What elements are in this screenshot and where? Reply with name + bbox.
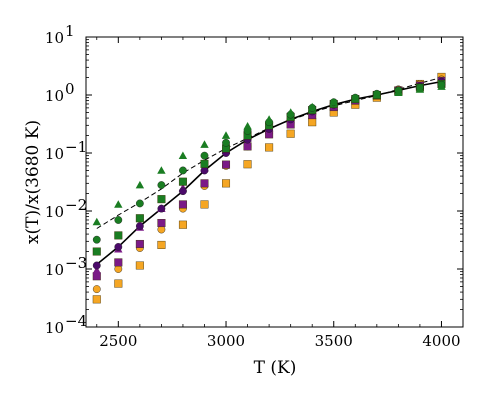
point-triangle-3-0 — [92, 266, 101, 274]
point-triangle-7-3 — [157, 166, 166, 174]
x-tick-label: 2500 — [99, 332, 137, 350]
y-tick-label: 10 — [45, 87, 64, 105]
point-square-2-4 — [178, 200, 187, 209]
point-square-2-3 — [157, 219, 166, 228]
point-circle-6-0 — [92, 235, 101, 244]
marker-layer — [92, 72, 446, 304]
point-circle-4-3 — [157, 204, 166, 213]
point-square-0-0 — [92, 295, 101, 304]
point-square-5-2 — [135, 214, 144, 223]
point-triangle-7-1 — [114, 200, 123, 208]
point-square-0-3 — [157, 240, 166, 249]
point-triangle-7-2 — [135, 180, 145, 189]
x-tick-label: 3000 — [207, 332, 245, 350]
y-tick-exponent: −3 — [65, 254, 87, 272]
y-tick-exponent: 1 — [65, 22, 75, 40]
point-square-0-5 — [200, 200, 209, 209]
y-tick-label: 10 — [45, 203, 64, 221]
point-square-0-10 — [308, 118, 317, 127]
point-circle-4-4 — [179, 187, 187, 196]
plot-frame — [85, 36, 464, 328]
point-triangle-7-12 — [351, 94, 360, 102]
point-triangle-7-7 — [243, 122, 252, 130]
point-circle-6-5 — [200, 151, 209, 160]
x-tick-label: 3500 — [315, 332, 353, 350]
point-square-0-4 — [178, 220, 187, 229]
point-triangle-7-8 — [264, 115, 274, 123]
point-triangle-7-14 — [394, 88, 403, 96]
point-square-5-0 — [92, 247, 101, 256]
point-circle-6-1 — [114, 216, 123, 224]
y-tick-exponent: −2 — [65, 196, 87, 214]
y-tick-label: 10 — [45, 145, 64, 163]
point-triangle-7-6 — [221, 131, 231, 139]
point-square-2-1 — [114, 258, 123, 267]
point-square-0-7 — [243, 160, 252, 169]
point-square-2-7 — [243, 142, 252, 151]
dashed-line — [96, 77, 442, 229]
point-triangle-7-4 — [178, 151, 188, 159]
y-tick-exponent: −4 — [65, 312, 87, 330]
point-circle-1-1 — [114, 265, 123, 273]
point-circle-6-2 — [135, 199, 144, 208]
point-square-0-9 — [286, 129, 295, 138]
point-circle-4-2 — [135, 222, 144, 230]
point-triangle-7-9 — [286, 108, 295, 116]
point-square-2-6 — [222, 160, 231, 169]
y-tick-exponent: 0 — [65, 80, 75, 98]
point-triangle-7-13 — [372, 90, 381, 99]
point-triangle-7-11 — [329, 98, 338, 106]
point-triangle-7-0 — [92, 217, 101, 226]
point-square-2-2 — [135, 239, 144, 248]
y-tick-label: 10 — [45, 29, 64, 47]
y-tick-label: 10 — [45, 261, 64, 279]
point-square-5-5 — [200, 159, 209, 168]
point-square-0-8 — [265, 143, 274, 152]
point-square-5-4 — [178, 177, 187, 186]
point-square-5-1 — [114, 231, 123, 240]
x-tick-label: 4000 — [422, 332, 460, 350]
point-circle-1-0 — [92, 285, 101, 294]
point-triangle-7-10 — [308, 102, 317, 111]
point-triangle-7-15 — [415, 85, 425, 93]
point-circle-6-3 — [157, 181, 166, 189]
point-square-0-1 — [114, 279, 123, 288]
point-square-0-2 — [135, 261, 144, 270]
point-circle-6-6 — [222, 138, 230, 147]
y-tick-label: 10 — [45, 319, 64, 337]
point-square-0-6 — [222, 179, 231, 188]
solid-line — [96, 80, 442, 266]
point-circle-4-1 — [114, 243, 123, 251]
point-triangle-7-5 — [200, 140, 209, 148]
line-layer — [96, 77, 442, 266]
point-square-2-5 — [200, 179, 209, 188]
point-circle-4-5 — [200, 166, 209, 175]
y-tick-exponent: −1 — [65, 138, 87, 156]
x-axis-label: T (K) — [254, 358, 297, 378]
y-axis-label: x(T)/x(3680 K) — [23, 120, 43, 244]
point-triangle-7-16 — [437, 82, 446, 90]
point-circle-4-0 — [92, 261, 101, 270]
point-circle-6-4 — [179, 166, 187, 175]
point-square-5-3 — [157, 195, 166, 204]
